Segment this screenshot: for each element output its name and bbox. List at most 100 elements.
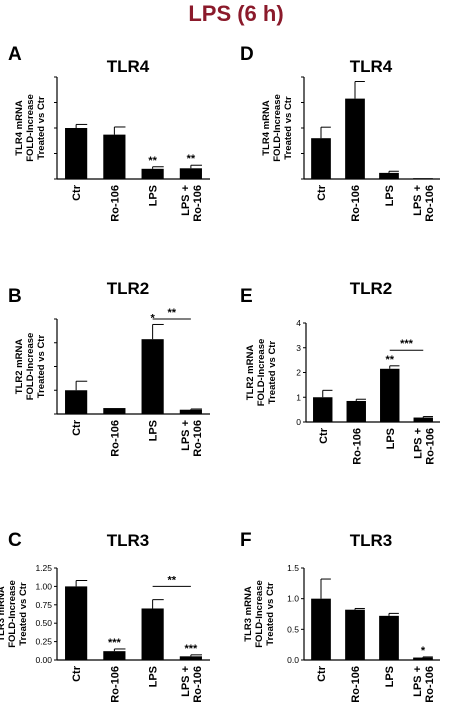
y-axis-label: Treated vs Ctr xyxy=(267,341,278,405)
x-tick-label: Ctr xyxy=(71,665,83,682)
y-tick-label: 3 xyxy=(296,343,301,353)
bracket-significance-label: ** xyxy=(167,574,176,586)
panel-letter: B xyxy=(8,286,22,307)
x-tick-label: Ctr xyxy=(318,427,330,444)
x-tick-label: Ctr xyxy=(316,665,328,682)
bar xyxy=(379,615,399,660)
y-axis-label: TLR3 mRNA xyxy=(243,586,254,642)
y-axis-label: FOLD-Increase xyxy=(254,580,265,648)
y-tick-label: 0.0 xyxy=(287,655,299,665)
y-axis-label: TLR2 mRNA xyxy=(245,345,256,401)
y-tick-label: 0.5 xyxy=(287,624,299,634)
x-tick-label: LPS + xyxy=(412,666,424,697)
panel-b: B TLR2 TLR2 mRNA FOLD-Increase Treated vs Ct… xyxy=(8,279,210,457)
panel-letter: D xyxy=(240,44,254,65)
x-tick-label: Ctr xyxy=(316,184,328,201)
x-tick-label: LPS xyxy=(148,185,160,206)
y-axis-label: TLR4 mRNA xyxy=(261,100,272,156)
chart-title: TLR4 xyxy=(350,57,393,76)
y-axis-label: FOLD-Increase xyxy=(7,580,18,648)
x-tick-label: LPS + xyxy=(180,666,192,697)
x-tick-label: LPS xyxy=(148,420,160,441)
y-axis-label: Treated vs Ctr xyxy=(36,335,47,399)
y-axis-label: Treated vs Ctr xyxy=(36,96,47,160)
y-tick-label: 4 xyxy=(296,318,301,328)
chart-title: TLR4 xyxy=(107,57,150,76)
significance-label: ** xyxy=(187,153,196,165)
bar xyxy=(141,339,164,414)
bar xyxy=(179,656,202,660)
bar xyxy=(311,138,331,179)
panel-f: F TLR3 TLR3 mRNA FOLD-Increase Treated vs Ct… xyxy=(240,530,440,703)
x-tick-label: Ctr xyxy=(71,419,83,436)
bar xyxy=(313,397,333,422)
y-tick-label: 0 xyxy=(296,417,301,427)
x-tick-label: Ro-106 xyxy=(350,666,362,703)
x-tick-label: LPS xyxy=(148,666,160,687)
x-tick-label: LPS + xyxy=(180,185,192,216)
x-tick-label: LPS xyxy=(384,666,396,687)
y-axis-label: Treated vs Ctr xyxy=(283,96,294,160)
x-tick-label: Ro-106 xyxy=(109,420,121,457)
panel-e: E TLR2 TLR2 mRNA FOLD-Increase Treated vs Ct… xyxy=(240,279,440,465)
x-tick-label: Ro-106 xyxy=(424,666,436,703)
bar xyxy=(346,400,366,422)
y-axis-label: TLR3 mRNA xyxy=(0,586,7,642)
bar xyxy=(103,651,126,660)
y-tick-label: 0.50 xyxy=(35,618,52,628)
panel-letter: F xyxy=(240,530,252,551)
bar xyxy=(413,178,433,179)
bar xyxy=(311,598,331,660)
bar xyxy=(141,168,164,179)
bar xyxy=(345,98,365,179)
significance-label: *** xyxy=(108,637,122,649)
x-tick-label: LPS xyxy=(384,185,396,206)
y-tick-label: 1.5 xyxy=(287,563,299,573)
y-tick-label: 2 xyxy=(296,368,301,378)
x-tick-label: LPS + xyxy=(412,428,424,459)
bar xyxy=(380,368,400,422)
x-tick-label: Ro-106 xyxy=(192,420,204,457)
bar xyxy=(103,408,126,414)
bar xyxy=(65,128,88,179)
panel-c: C TLR3 TLR3 mRNA FOLD-Increase Treated vs Ct… xyxy=(0,530,210,703)
bracket-significance-label: *** xyxy=(400,338,414,350)
bar xyxy=(141,608,164,660)
significance-label: *** xyxy=(184,643,198,655)
bracket-significance-label: ** xyxy=(167,307,176,319)
x-tick-label: LPS + xyxy=(180,420,192,451)
x-tick-label: Ro-106 xyxy=(351,428,363,465)
significance-label: * xyxy=(150,312,155,324)
panel-letter: A xyxy=(8,44,22,65)
x-tick-label: Ro-106 xyxy=(350,185,362,222)
x-tick-label: Ro-106 xyxy=(424,185,436,222)
bar xyxy=(379,172,399,179)
x-tick-label: Ro-106 xyxy=(192,185,204,222)
y-axis-label: TLR4 mRNA xyxy=(14,100,25,156)
y-tick-label: 0.00 xyxy=(35,655,52,665)
bar xyxy=(65,586,88,660)
chart-title: TLR2 xyxy=(350,279,393,298)
x-tick-label: LPS + xyxy=(412,185,424,216)
y-axis-label: FOLD-Increase xyxy=(272,94,283,162)
y-axis-label: Treated vs Ctr xyxy=(18,582,29,646)
chart-title: TLR3 xyxy=(350,531,393,550)
y-tick-label: 0.75 xyxy=(35,600,52,610)
figure-title: LPS (6 h) xyxy=(188,1,284,26)
significance-label: * xyxy=(421,645,426,657)
bar xyxy=(413,657,433,660)
bar xyxy=(413,417,433,422)
y-tick-label: 1 xyxy=(296,392,301,402)
y-axis-label: Treated vs Ctr xyxy=(265,582,276,646)
x-tick-label: Ctr xyxy=(71,184,83,201)
y-axis-label: FOLD-Increase xyxy=(256,339,267,407)
significance-label: ** xyxy=(385,354,394,366)
x-tick-label: Ro-106 xyxy=(109,666,121,703)
y-axis-label: FOLD-Increase xyxy=(25,94,36,162)
bar xyxy=(65,390,88,414)
bar xyxy=(345,609,365,660)
y-tick-label: 1.00 xyxy=(35,581,52,591)
panel-letter: E xyxy=(240,286,253,307)
x-tick-label: LPS xyxy=(385,428,397,449)
panel-a: A TLR4 TLR4 mRNA FOLD-Increase Treated vs Ct… xyxy=(8,44,210,222)
